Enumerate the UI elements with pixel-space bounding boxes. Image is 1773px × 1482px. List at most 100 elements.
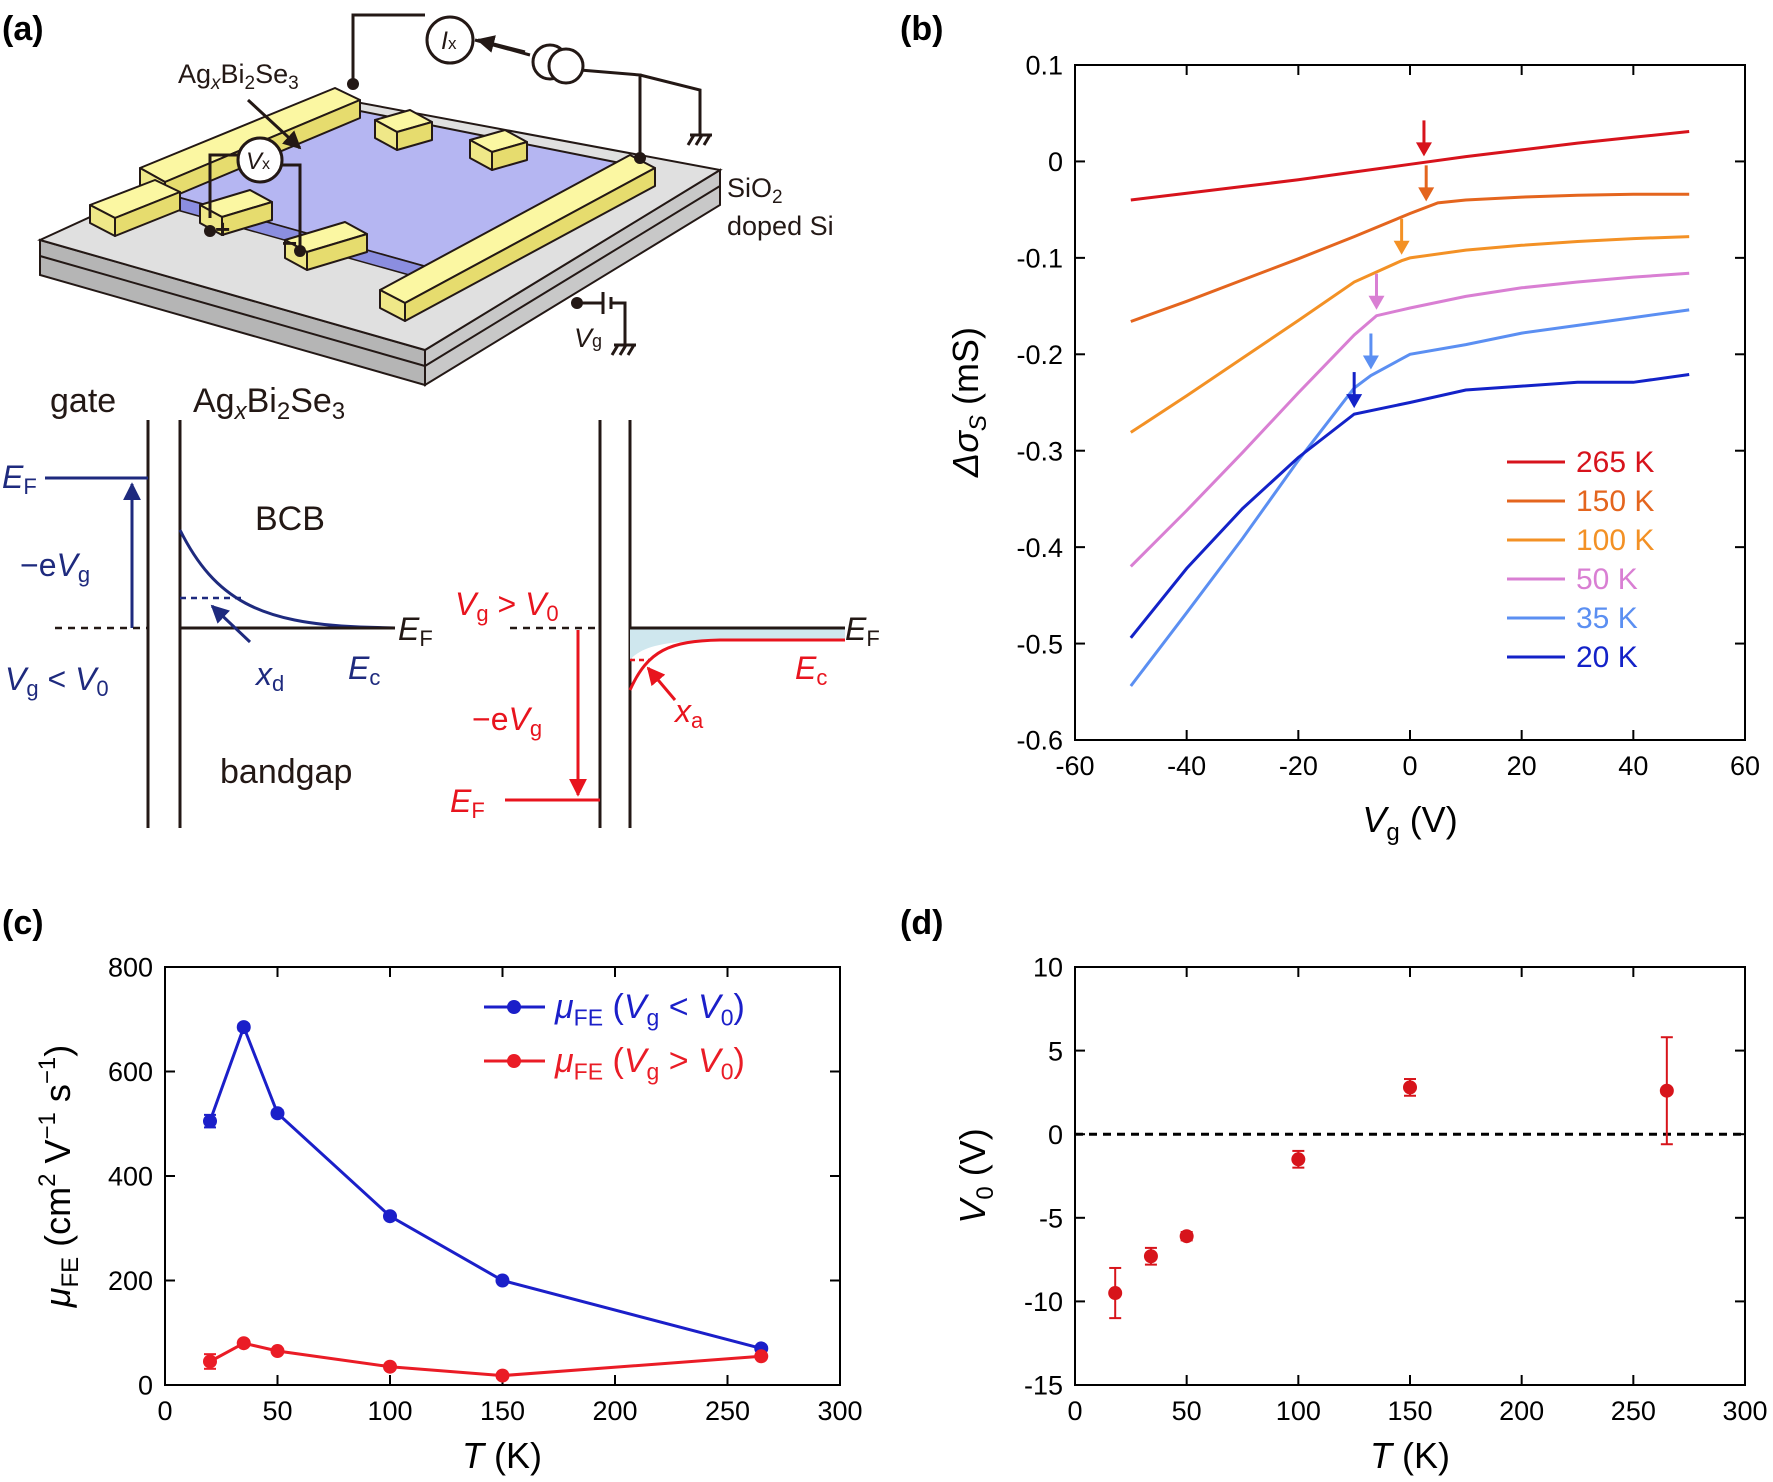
chart-b-y-axis-label: ΔσS (mS) (945, 327, 992, 478)
chart-c-data-point (495, 1368, 510, 1383)
ef-label-accumulation: EF (845, 611, 880, 651)
chart-b-x-tick-label: 0 (1402, 751, 1417, 781)
chart-c-series-line-0 (208, 1022, 762, 1350)
chart-c-x-tick-label: 100 (367, 1396, 412, 1426)
chart-c-x-tick-label: 0 (157, 1396, 172, 1426)
chart-b-legend-label: 150 K (1576, 485, 1654, 518)
current-source-icon (531, 43, 585, 85)
chart-d-y-tick-label: 5 (1048, 1036, 1063, 1066)
chart-b-kink-arrow-head (1362, 355, 1379, 370)
chart-c-x-axis-label: T (K) (462, 1435, 542, 1476)
chart-b-x-tick-label: 20 (1507, 751, 1537, 781)
chart-d-y-tick-label: -15 (1024, 1371, 1063, 1401)
chart-d-plot-frame (1074, 966, 1746, 1386)
chart-c-legend-marker (507, 1000, 521, 1014)
chart-b-kink-arrow-head (1415, 142, 1432, 157)
material-pointer-arrow (246, 98, 302, 150)
chart-d-y-tick-label: 10 (1033, 953, 1063, 983)
bcb-label: BCB (255, 500, 325, 538)
chart-c-x-tick-label: 50 (262, 1396, 292, 1426)
chart-c-data-point (203, 1114, 217, 1129)
gate-battery-icon (577, 292, 636, 356)
device-schematic: Ix Vx + − Vg AgxBi2Se3 SiO2 doped Si (37, 13, 834, 387)
gate-fermi-label: EF (2, 459, 37, 499)
chart-b-kink-arrow-head (1368, 295, 1385, 310)
voltage-meter-label: Vx (246, 148, 270, 175)
electrodes (89, 87, 656, 322)
current-arrow (476, 35, 526, 54)
bandgap-label: bandgap (220, 753, 352, 791)
doped-si-label: doped Si (727, 211, 834, 241)
chart-b-series-line-20-k (1129, 373, 1690, 639)
chart-d-x-tick-label: 250 (1611, 1396, 1656, 1426)
chart-c-plot-frame (164, 966, 841, 1386)
chart-b-series-line-50-k (1129, 271, 1690, 568)
chart-b-x-tick-label: -20 (1279, 751, 1318, 781)
chart-b-y-tick-label: -0.5 (1016, 629, 1063, 659)
chart-b-x-tick-label: -40 (1167, 751, 1206, 781)
accumulated-charge (630, 628, 845, 660)
conduction-band-accumulation (628, 638, 845, 691)
xd-pointer-arrow (210, 604, 252, 644)
gate-label: gate (50, 382, 116, 420)
chart-d-x-tick-label: 100 (1276, 1396, 1321, 1426)
chart-d-y-axis-label: V0 (V) (952, 1128, 999, 1223)
material-label: AgxBi2Se3 (178, 59, 299, 94)
oxide-boundary-left (39, 255, 426, 367)
chart-b-x-tick-label: 60 (1730, 751, 1760, 781)
ef-label-depletion: EF (398, 611, 433, 651)
chart-c-legend-label: μFE (Vg < V0) (554, 988, 745, 1031)
gate-voltage-label: Vg (574, 323, 602, 353)
chart-c-x-tick-label: 200 (592, 1396, 637, 1426)
current-meter (425, 15, 475, 65)
sio2-label: SiO2 (727, 173, 783, 208)
gate-fermi-label-accumulation: EF (450, 783, 485, 823)
chart-d-x-tick-label: 150 (1387, 1396, 1432, 1426)
panel-label-d: (d) (900, 904, 943, 942)
neg-evg-label-depletion: −eVg (20, 547, 90, 587)
chart-b-y-tick-label: -0.4 (1016, 533, 1063, 563)
chart-b-x-axis-label: Vg (V) (1362, 799, 1457, 846)
ec-label-depletion: Ec (348, 650, 380, 690)
chart-b-y-tick-label: -0.2 (1016, 340, 1063, 370)
conduction-band-depletion (178, 529, 396, 630)
chart-b-series-line-35-k (1129, 308, 1690, 687)
chart-c-data-point (236, 1336, 251, 1351)
chart-c-data-point (203, 1354, 217, 1369)
chart-b-series-line-265-k (1130, 130, 1690, 202)
chart-d-data-point (1179, 1229, 1194, 1244)
chart-b-kink-arrow-head (1346, 394, 1363, 409)
chart-b-y-tick-label: -0.1 (1016, 244, 1063, 274)
chart-b-legend-label: 20 K (1576, 641, 1638, 674)
band-material-label: AgxBi2Se3 (193, 382, 345, 425)
chart-c-x-tick-label: 150 (480, 1396, 525, 1426)
chart-d-data-point (1659, 1083, 1674, 1098)
chart-d-x-tick-label: 0 (1067, 1396, 1082, 1426)
chart-c-x-tick-label: 300 (817, 1396, 862, 1426)
chart-c-data-point (236, 1020, 251, 1035)
neg-evg-label-accumulation: −eVg (472, 701, 542, 741)
chart-b-series-line-100-k (1129, 235, 1690, 434)
chart-d-x-tick-label: 50 (1172, 1396, 1202, 1426)
chart-c-y-tick-label: 800 (108, 953, 153, 983)
chart-c-legend-label: μFE (Vg > V0) (554, 1042, 745, 1085)
chart-d-y-tick-label: -5 (1039, 1204, 1063, 1234)
voltage-meter (236, 136, 284, 184)
xd-label: xd (254, 656, 284, 696)
chart-b-legend-label: 50 K (1576, 563, 1638, 596)
plus-sign: + (215, 214, 230, 244)
chart-c-y-tick-label: 0 (138, 1371, 153, 1401)
chart-c-data-point (754, 1349, 769, 1364)
chart-b-legend-label: 35 K (1576, 602, 1638, 635)
chart-d-x-axis-label: T (K) (1370, 1435, 1450, 1476)
chart-b-kink-arrow-head (1418, 187, 1435, 202)
xa-pointer-arrow (646, 666, 677, 701)
chart-c-data-point (383, 1359, 397, 1374)
band-diagram: gate AgxBi2Se3 EF −eVg Vg < V0 BCB bandg… (2, 382, 880, 828)
chart-d-y-tick-label: 0 (1048, 1120, 1063, 1150)
panel-label-b: (b) (900, 10, 943, 48)
chart-b-y-tick-label: -0.3 (1016, 436, 1063, 466)
chart-b-series-line-150-k (1130, 192, 1690, 323)
chart-d-x-tick-label: 200 (1499, 1396, 1544, 1426)
